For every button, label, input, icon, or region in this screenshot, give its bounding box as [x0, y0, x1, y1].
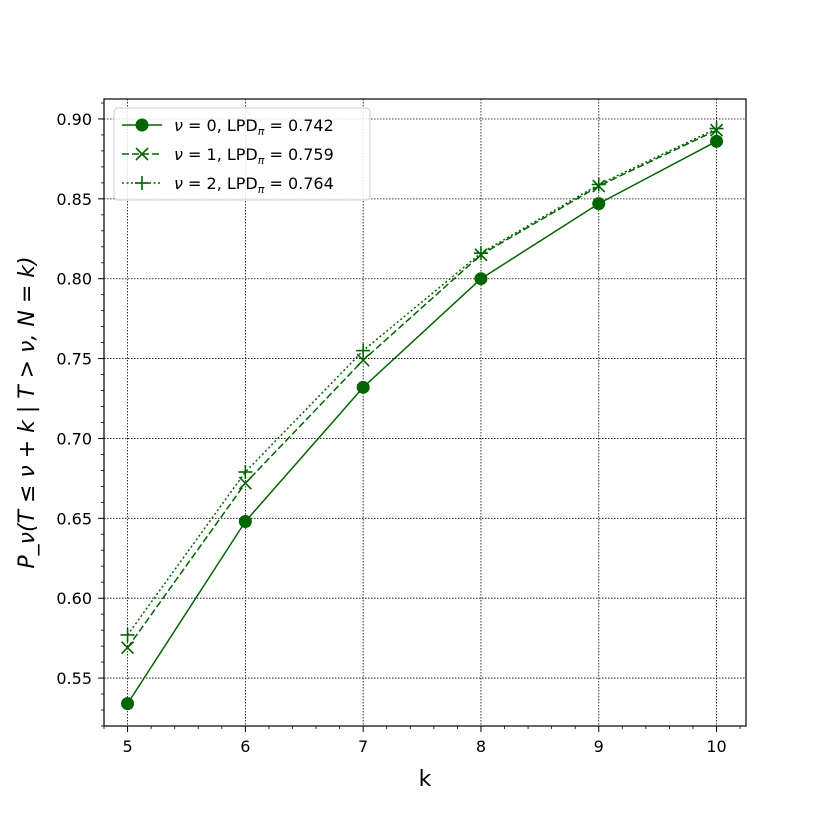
marker-stroke — [356, 353, 370, 367]
data-point-plus — [356, 343, 371, 358]
series-line — [126, 140, 717, 705]
x-tick-label: 7 — [358, 737, 368, 756]
data-point-plus — [238, 465, 253, 480]
x-axis-title: k — [419, 767, 432, 792]
series-layer — [120, 121, 724, 711]
legend: ν = 0, LPDπ = 0.742 ν = 1, LPDπ = 0.759 ν … — [113, 107, 371, 201]
marker-stroke — [135, 147, 149, 161]
y-tick-label: 0.75 — [56, 350, 92, 369]
data-point-x — [238, 476, 252, 490]
series-line — [126, 129, 717, 649]
data-point-x — [135, 147, 149, 161]
legend-box — [113, 107, 371, 201]
x-tick-label: 9 — [594, 737, 604, 756]
x-tick-label: 10 — [706, 737, 726, 756]
data-point-x — [120, 641, 135, 655]
series-2 — [120, 121, 724, 642]
legend-label: ν = 0, LPDπ = 0.742 — [174, 116, 334, 138]
y-tick-label: 0.60 — [56, 589, 92, 608]
y-axis-title: P_ν(T ≤ ν + k | T > ν, N = k) — [15, 256, 40, 568]
y-tick-label: 0.85 — [56, 190, 92, 209]
axis-ticks: 5 6 7 8 9 10 0.55 0.60 0.65 0.70 0.75 0.80 0.85 0.90 — [56, 102, 741, 756]
x-tick-label: 8 — [476, 737, 486, 756]
series-0 — [121, 134, 724, 711]
x-tick-label: 6 — [240, 737, 250, 756]
data-point-plus — [709, 121, 724, 136]
plot-frame — [103, 98, 747, 727]
y-tick-label: 0.65 — [56, 509, 92, 528]
x-tick-label: 5 — [122, 737, 132, 756]
y-tick-label: 0.90 — [56, 110, 92, 129]
data-point-circle — [238, 515, 252, 529]
y-tick-label: 0.70 — [56, 429, 92, 448]
series-line — [126, 127, 717, 636]
data-point-circle — [135, 118, 149, 132]
y-tick-label: 0.55 — [56, 669, 92, 688]
data-point-plus — [591, 177, 606, 192]
data-point-circle — [592, 197, 606, 211]
data-point-x — [356, 353, 370, 367]
data-point-circle — [121, 697, 135, 711]
data-point-circle — [710, 134, 724, 148]
legend-label: ν = 1, LPDπ = 0.759 — [174, 145, 334, 167]
legend-label: ν = 2, LPDπ = 0.764 — [174, 174, 334, 196]
data-point-circle — [474, 272, 488, 286]
data-point-circle — [356, 380, 370, 394]
data-point-plus — [473, 246, 488, 261]
grid-lines — [104, 99, 746, 726]
marker-stroke — [238, 476, 252, 490]
y-tick-label: 0.80 — [56, 270, 92, 289]
data-point-plus — [120, 627, 135, 642]
data-point-plus — [135, 176, 149, 190]
marker-stroke — [120, 641, 135, 655]
